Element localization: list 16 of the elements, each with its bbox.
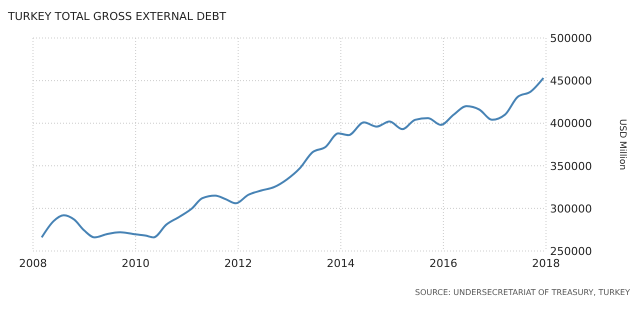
x-tick-label: 2018 <box>532 257 560 270</box>
source-note: SOURCE: UNDERSECRETARIAT OF TREASURY, TURKEY <box>414 288 630 297</box>
y-tick-label: 500000 <box>550 32 592 45</box>
x-tick-label: 2012 <box>224 257 252 270</box>
x-tick-label: 2008 <box>19 257 47 270</box>
y-tick-label: 450000 <box>550 74 592 88</box>
x-tick-label: 2016 <box>429 257 458 270</box>
y-tick-label: 350000 <box>550 160 592 173</box>
line-series <box>40 77 544 238</box>
x-tick-label: 2010 <box>122 257 150 270</box>
y-tick-label: 250000 <box>550 245 592 258</box>
y-axis-title: USD Million <box>617 118 627 170</box>
chart-title: TURKEY TOTAL GROSS EXTERNAL DEBT <box>7 10 226 23</box>
y-tick-label: 300000 <box>550 202 592 216</box>
y-tick-label: 400000 <box>550 117 592 130</box>
x-tick-label: 2014 <box>326 257 355 270</box>
